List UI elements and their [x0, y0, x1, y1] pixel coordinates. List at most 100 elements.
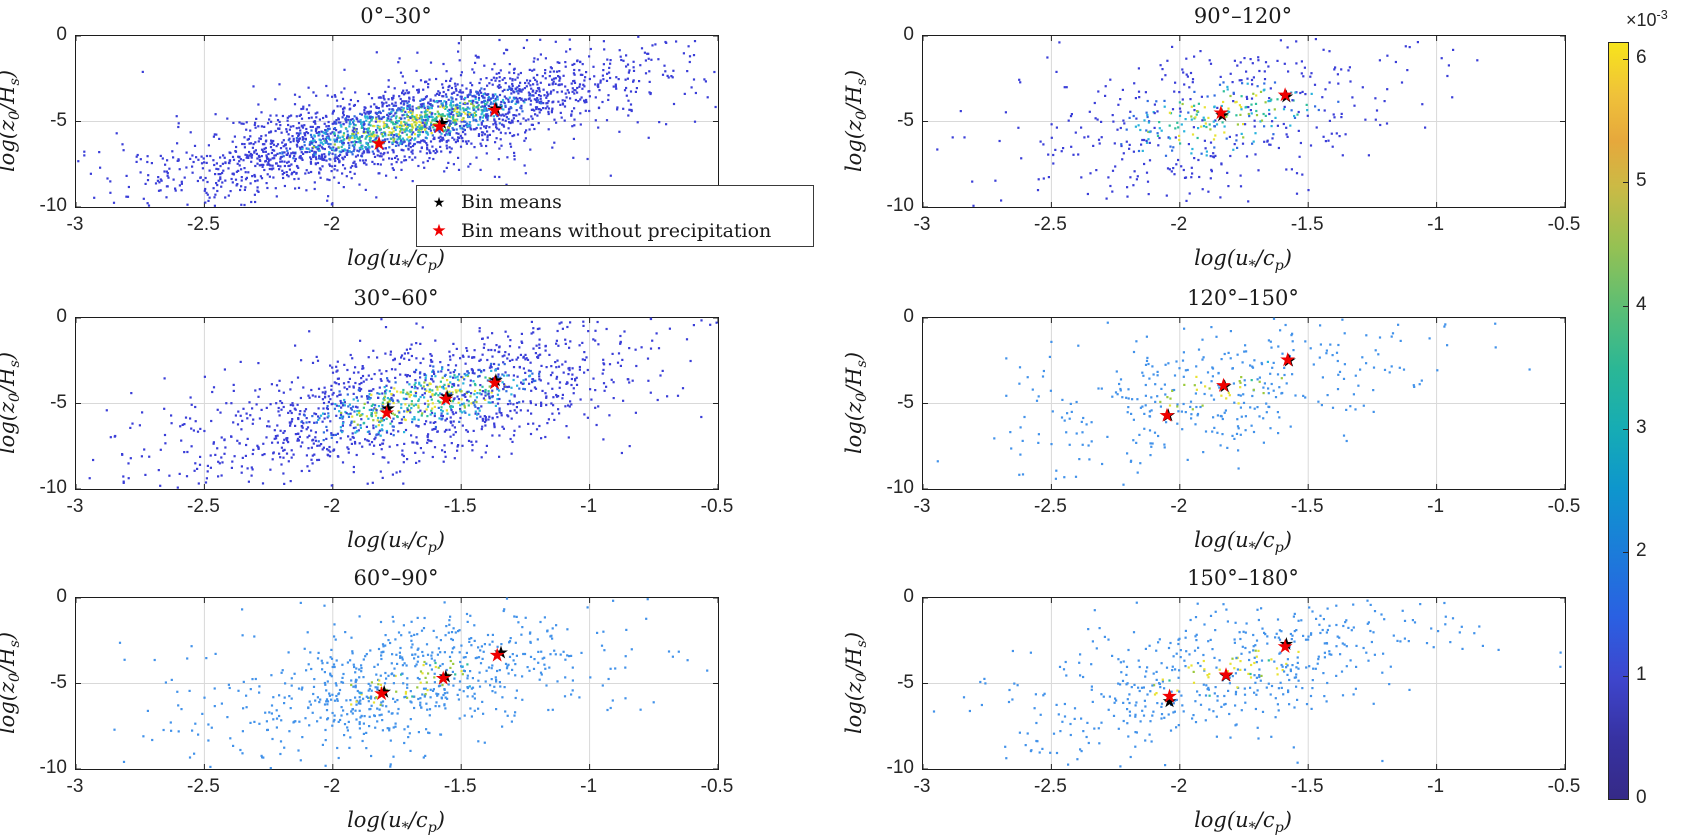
x-tick-label: -2.5 — [1034, 496, 1067, 517]
bin-mean-star — [381, 401, 395, 415]
x-tick-label: -3 — [913, 776, 931, 797]
x-tick-label: -2 — [1170, 776, 1188, 797]
x-tick-label: -3 — [913, 214, 931, 235]
bin-mean-no-precip-star — [438, 391, 454, 406]
x-axis-label: log(u*/cp) — [1194, 808, 1292, 837]
x-axis-label: log(u*/cp) — [347, 528, 445, 557]
colorbar-tick-label: 4 — [1636, 293, 1647, 315]
bin-mean-no-precip-star — [1162, 688, 1177, 703]
panel-title-2: 60°–90° — [353, 566, 439, 590]
y-axis-label: log(z0/Hs) — [841, 351, 871, 454]
x-tick-label: -0.5 — [700, 776, 734, 797]
colorbar-tick-label: 2 — [1636, 540, 1647, 562]
y-axis-label: log(z0/Hs) — [0, 631, 24, 734]
plot-area-2 — [75, 597, 719, 770]
bin-mean-no-precip-star — [487, 102, 502, 117]
x-tick-label: -3 — [913, 496, 931, 517]
y-axis-label: log(z0/Hs) — [0, 69, 24, 172]
bin-mean-no-precip-star — [1159, 407, 1175, 422]
bin-mean-no-precip-star — [432, 118, 447, 133]
y-tick-label: 0 — [56, 306, 67, 327]
bin-mean-no-precip-star — [1218, 667, 1234, 682]
bin-mean-star — [435, 116, 449, 129]
x-tick-label: -3 — [66, 214, 84, 235]
colorbar-tick-mark — [1623, 552, 1628, 554]
colorbar-tick-mark — [1623, 429, 1628, 431]
scatter-svg-1 — [75, 317, 719, 490]
colorbar-tick-mark — [1623, 675, 1628, 677]
x-tick-label: -1.5 — [443, 496, 477, 517]
colorbar-tick-mark — [1623, 182, 1628, 184]
y-tick-label: 0 — [903, 586, 914, 607]
colorbar-tick-mark — [1623, 305, 1628, 307]
colorbar-tick-label: 6 — [1636, 47, 1647, 69]
y-tick-label: -10 — [886, 757, 914, 778]
x-tick-label: -1 — [1427, 776, 1445, 797]
bin-mean-no-precip-star — [374, 686, 389, 701]
panel-title-1: 30°–60° — [353, 286, 439, 310]
x-tick-label: -2.5 — [187, 496, 220, 517]
x-tick-label: -2.5 — [187, 214, 220, 235]
x-tick-label: -0.5 — [700, 496, 734, 517]
x-tick-label: -0.5 — [1547, 776, 1581, 797]
legend-box: ★ Bin means ★ Bin means without precipit… — [416, 185, 814, 247]
legend-label: Bin means without precipitation — [461, 219, 772, 242]
panel-title-4: 120°–150° — [1187, 286, 1299, 310]
panel-title-3: 90°–120° — [1193, 4, 1293, 28]
plot-area-0 — [75, 35, 719, 208]
scatter-svg-4 — [922, 317, 1566, 490]
bin-mean-no-precip-star — [1277, 638, 1293, 653]
y-tick-label: 0 — [903, 306, 914, 327]
bin-mean-no-precip-star — [371, 135, 387, 150]
colorbar-exponent-label: ×10-3 — [1626, 8, 1668, 30]
y-axis-label: log(z0/Hs) — [0, 351, 24, 454]
colorbar-tick-label: 5 — [1636, 170, 1647, 192]
y-tick-label: -5 — [50, 671, 67, 693]
x-tick-label: -2.5 — [1034, 214, 1067, 235]
y-tick-label: -10 — [39, 757, 67, 778]
x-tick-label: -2 — [1170, 214, 1188, 235]
bin-mean-no-precip-star — [435, 670, 451, 685]
y-tick-label: -5 — [50, 109, 67, 131]
legend-item-bin-means: ★ Bin means — [417, 187, 813, 216]
bin-mean-no-precip-star — [487, 375, 502, 390]
colorbar-tick-label: 1 — [1636, 663, 1647, 685]
bin-mean-no-precip-star — [379, 405, 395, 420]
y-tick-label: 0 — [903, 24, 914, 45]
colorbar-tick-mark — [1623, 59, 1628, 61]
colorbar-tick-label: 3 — [1636, 417, 1647, 439]
x-axis-label: log(u*/cp) — [347, 246, 445, 275]
colorbar-tick-mark — [1623, 799, 1628, 800]
plot-area-1 — [75, 317, 719, 490]
x-tick-label: -1.5 — [443, 776, 477, 797]
panel-title-5: 150°–180° — [1187, 566, 1299, 590]
bin-mean-no-precip-star — [489, 647, 505, 662]
black-pentagram-icon: ★ — [432, 193, 446, 210]
bin-mean-no-precip-star — [1213, 105, 1229, 120]
x-tick-label: -1.5 — [1290, 214, 1324, 235]
colorbar-tick-label: 0 — [1636, 787, 1647, 808]
x-tick-label: -1 — [580, 776, 598, 797]
x-tick-label: -3 — [66, 496, 84, 517]
x-tick-label: -0.5 — [1547, 214, 1581, 235]
x-tick-label: -2.5 — [187, 776, 220, 797]
x-tick-label: -2 — [323, 496, 341, 517]
y-tick-label: 0 — [56, 586, 67, 607]
legend-label: Bin means — [461, 190, 562, 213]
scatter-svg-5 — [922, 597, 1566, 770]
x-tick-label: -1 — [1427, 214, 1445, 235]
y-axis-label: log(z0/Hs) — [841, 69, 871, 172]
y-tick-label: -5 — [50, 391, 67, 413]
colorbar — [1608, 42, 1629, 800]
x-axis-label: log(u*/cp) — [1194, 528, 1292, 557]
y-tick-label: -10 — [886, 477, 914, 498]
legend-item-bin-means-no-precip: ★ Bin means without precipitation — [417, 216, 813, 245]
plot-area-4 — [922, 317, 1566, 490]
panel-title-0: 0°–30° — [360, 4, 432, 28]
y-tick-label: -5 — [897, 671, 914, 693]
plot-area-3 — [922, 35, 1566, 208]
x-tick-label: -1 — [580, 496, 598, 517]
x-axis-label: log(u*/cp) — [1194, 246, 1292, 275]
y-tick-label: -10 — [886, 195, 914, 216]
